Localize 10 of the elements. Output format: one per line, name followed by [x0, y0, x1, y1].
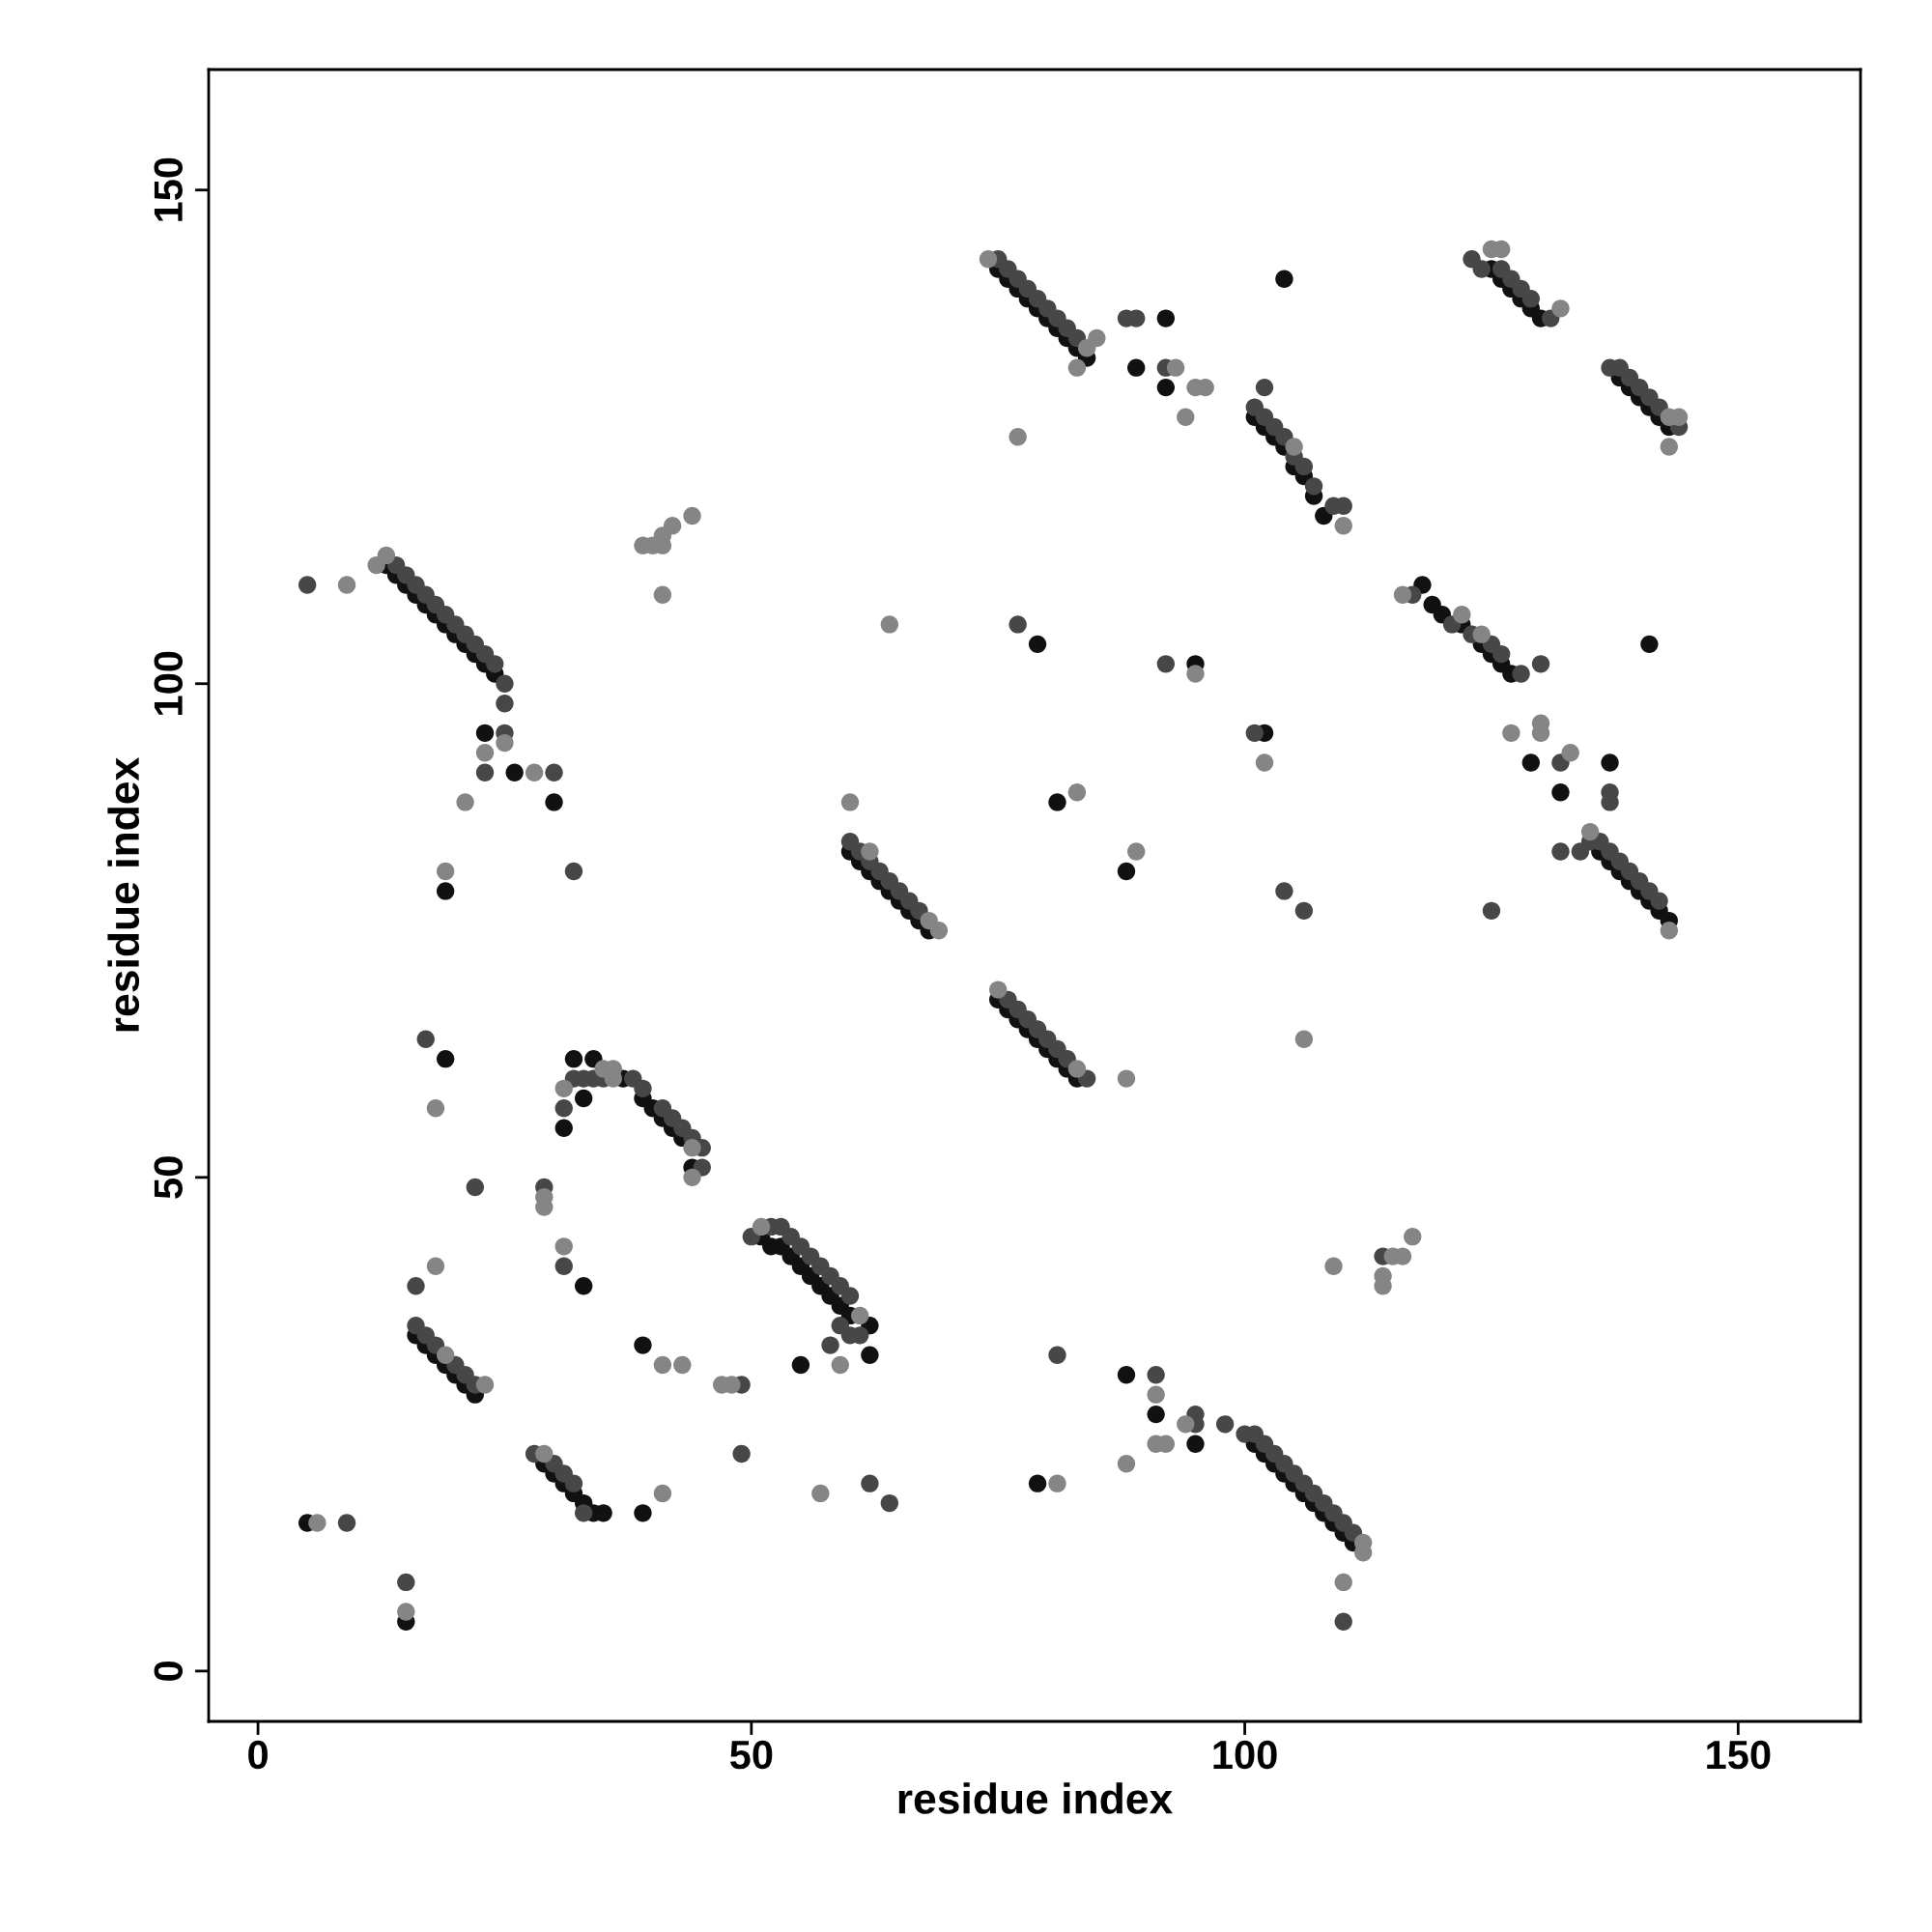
y-tick-label: 50 [154, 1156, 184, 1199]
x-tick-label: 150 [1707, 1740, 1771, 1770]
y-axis-title: residue index [107, 757, 140, 1032]
x-tick-label: 50 [729, 1740, 773, 1770]
x-tick-label: 100 [1213, 1740, 1277, 1770]
x-axis-title: residue index [898, 1782, 1173, 1814]
y-tick-label: 100 [154, 651, 184, 715]
y-tick-label: 0 [154, 1661, 184, 1681]
x-tick-label: 0 [248, 1740, 268, 1770]
y-tick-label: 150 [154, 157, 184, 221]
